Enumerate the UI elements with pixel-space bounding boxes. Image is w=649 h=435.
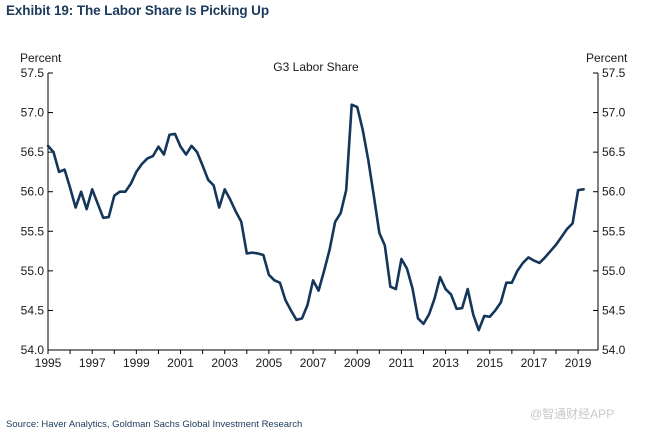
x-tick-label: 2009 (344, 356, 371, 370)
right-y-tick-label: 57.5 (602, 66, 626, 80)
right-axis-label: Percent (586, 51, 628, 65)
left-y-tick-label: 57.0 (21, 106, 45, 120)
right-y-tick-label: 56.0 (602, 185, 626, 199)
left-y-tick-label: 54.0 (21, 343, 45, 357)
right-y-tick-label: 54.5 (602, 303, 626, 317)
x-tick-label: 1999 (123, 356, 150, 370)
right-y-tick-label: 55.5 (602, 224, 626, 238)
left-y-axis-ticks: 54.0 54.5 55.0 55.5 56.0 56.5 57.0 57.5 (21, 66, 53, 357)
watermark: @智通财经APP (530, 407, 615, 421)
axes (47, 73, 599, 351)
x-tick-label: 2005 (256, 356, 283, 370)
right-y-tick-label: 54.0 (602, 343, 626, 357)
series-line-g3-labor-share (46, 103, 585, 332)
x-tick-label: 2007 (300, 356, 327, 370)
x-tick-label: 2017 (521, 356, 548, 370)
left-y-tick-label: 56.0 (21, 185, 45, 199)
left-axis-label: Percent (20, 51, 62, 65)
left-y-tick-label: 54.5 (21, 303, 45, 317)
right-y-tick-label: 55.0 (602, 264, 626, 278)
x-tick-label: 2003 (211, 356, 238, 370)
x-tick-label: 2015 (476, 356, 503, 370)
x-tick-label: 1997 (79, 356, 106, 370)
right-y-tick-label: 57.0 (602, 106, 626, 120)
left-y-tick-label: 55.5 (21, 224, 45, 238)
x-tick-label: 2011 (389, 356, 415, 370)
x-tick-label: 1995 (35, 356, 62, 370)
x-tick-label: 2019 (565, 356, 592, 370)
x-tick-label: 2013 (432, 356, 459, 370)
x-axis-ticks: 1995 1997 1999 2001 2003 2005 2007 2009 2011 2013… (35, 350, 592, 370)
left-y-tick-label: 55.0 (21, 264, 45, 278)
chart-title: G3 Labor Share (273, 60, 359, 74)
right-y-axis-ticks: 54.0 54.5 55.0 55.5 56.0 56.5 57.0 57.5 (593, 66, 626, 357)
x-tick-label: 2001 (167, 356, 194, 370)
source-note: Source: Haver Analytics, Goldman Sachs G… (6, 419, 303, 430)
left-y-tick-label: 57.5 (21, 66, 45, 80)
left-y-tick-label: 56.5 (21, 145, 45, 159)
exhibit-title: Exhibit 19: The Labor Share Is Picking U… (6, 3, 269, 18)
right-y-tick-label: 56.5 (602, 145, 626, 159)
